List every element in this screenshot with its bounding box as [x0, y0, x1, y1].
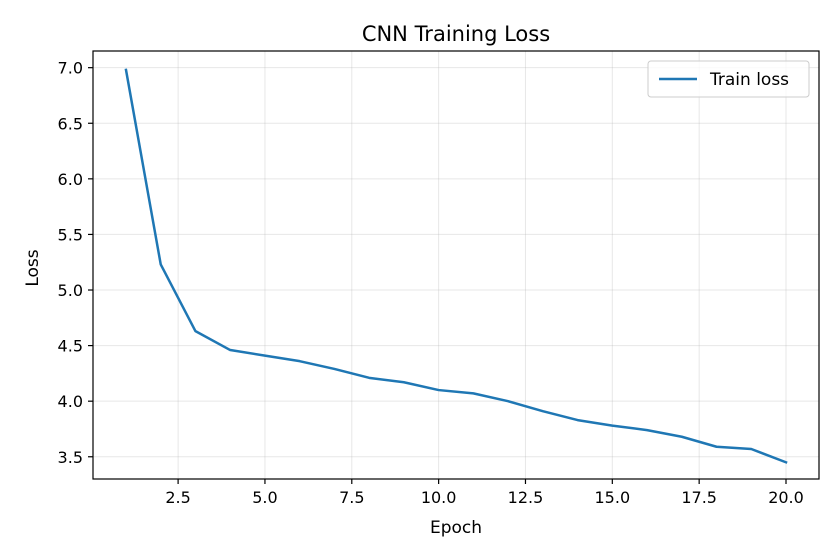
- legend: Train loss: [647, 60, 810, 98]
- x-tick-label: 17.5: [681, 488, 717, 507]
- grid: [93, 51, 819, 479]
- series-layer: [124, 68, 788, 464]
- y-tick-label: 4.5: [58, 337, 83, 356]
- legend-label: Train loss: [709, 70, 789, 90]
- ticks: [88, 67, 787, 484]
- x-tick-label: 20.0: [768, 488, 804, 507]
- plot-frame: [92, 50, 820, 480]
- y-tick-label: 5.0: [58, 281, 83, 300]
- y-tick-label: 6.5: [58, 114, 83, 133]
- y-tick-label: 6.0: [58, 170, 83, 189]
- y-axis-label: Loss: [23, 249, 43, 286]
- x-tick-label: 5.0: [252, 488, 277, 507]
- y-tick-label: 7.0: [58, 59, 83, 78]
- tick-labels: 2.5 5.0 7.5 10.0 12.5 15.0 17.5 20.0 3.5 4.0 4.5 5.…: [58, 59, 804, 507]
- x-tick-label: 15.0: [595, 488, 631, 507]
- y-tick-label: 4.0: [58, 392, 83, 411]
- legend-box: [647, 60, 810, 98]
- x-tick-label: 12.5: [508, 488, 544, 507]
- x-tick-label: 7.5: [339, 488, 364, 507]
- series-line-train-loss: [124, 68, 788, 464]
- y-tick-label: 5.5: [58, 225, 83, 244]
- x-tick-label: 2.5: [165, 488, 190, 507]
- chart-title: CNN Training Loss: [362, 22, 550, 46]
- x-axis-label: Epoch: [430, 518, 482, 538]
- y-tick-label: 3.5: [58, 448, 83, 467]
- x-tick-label: 10.0: [421, 488, 457, 507]
